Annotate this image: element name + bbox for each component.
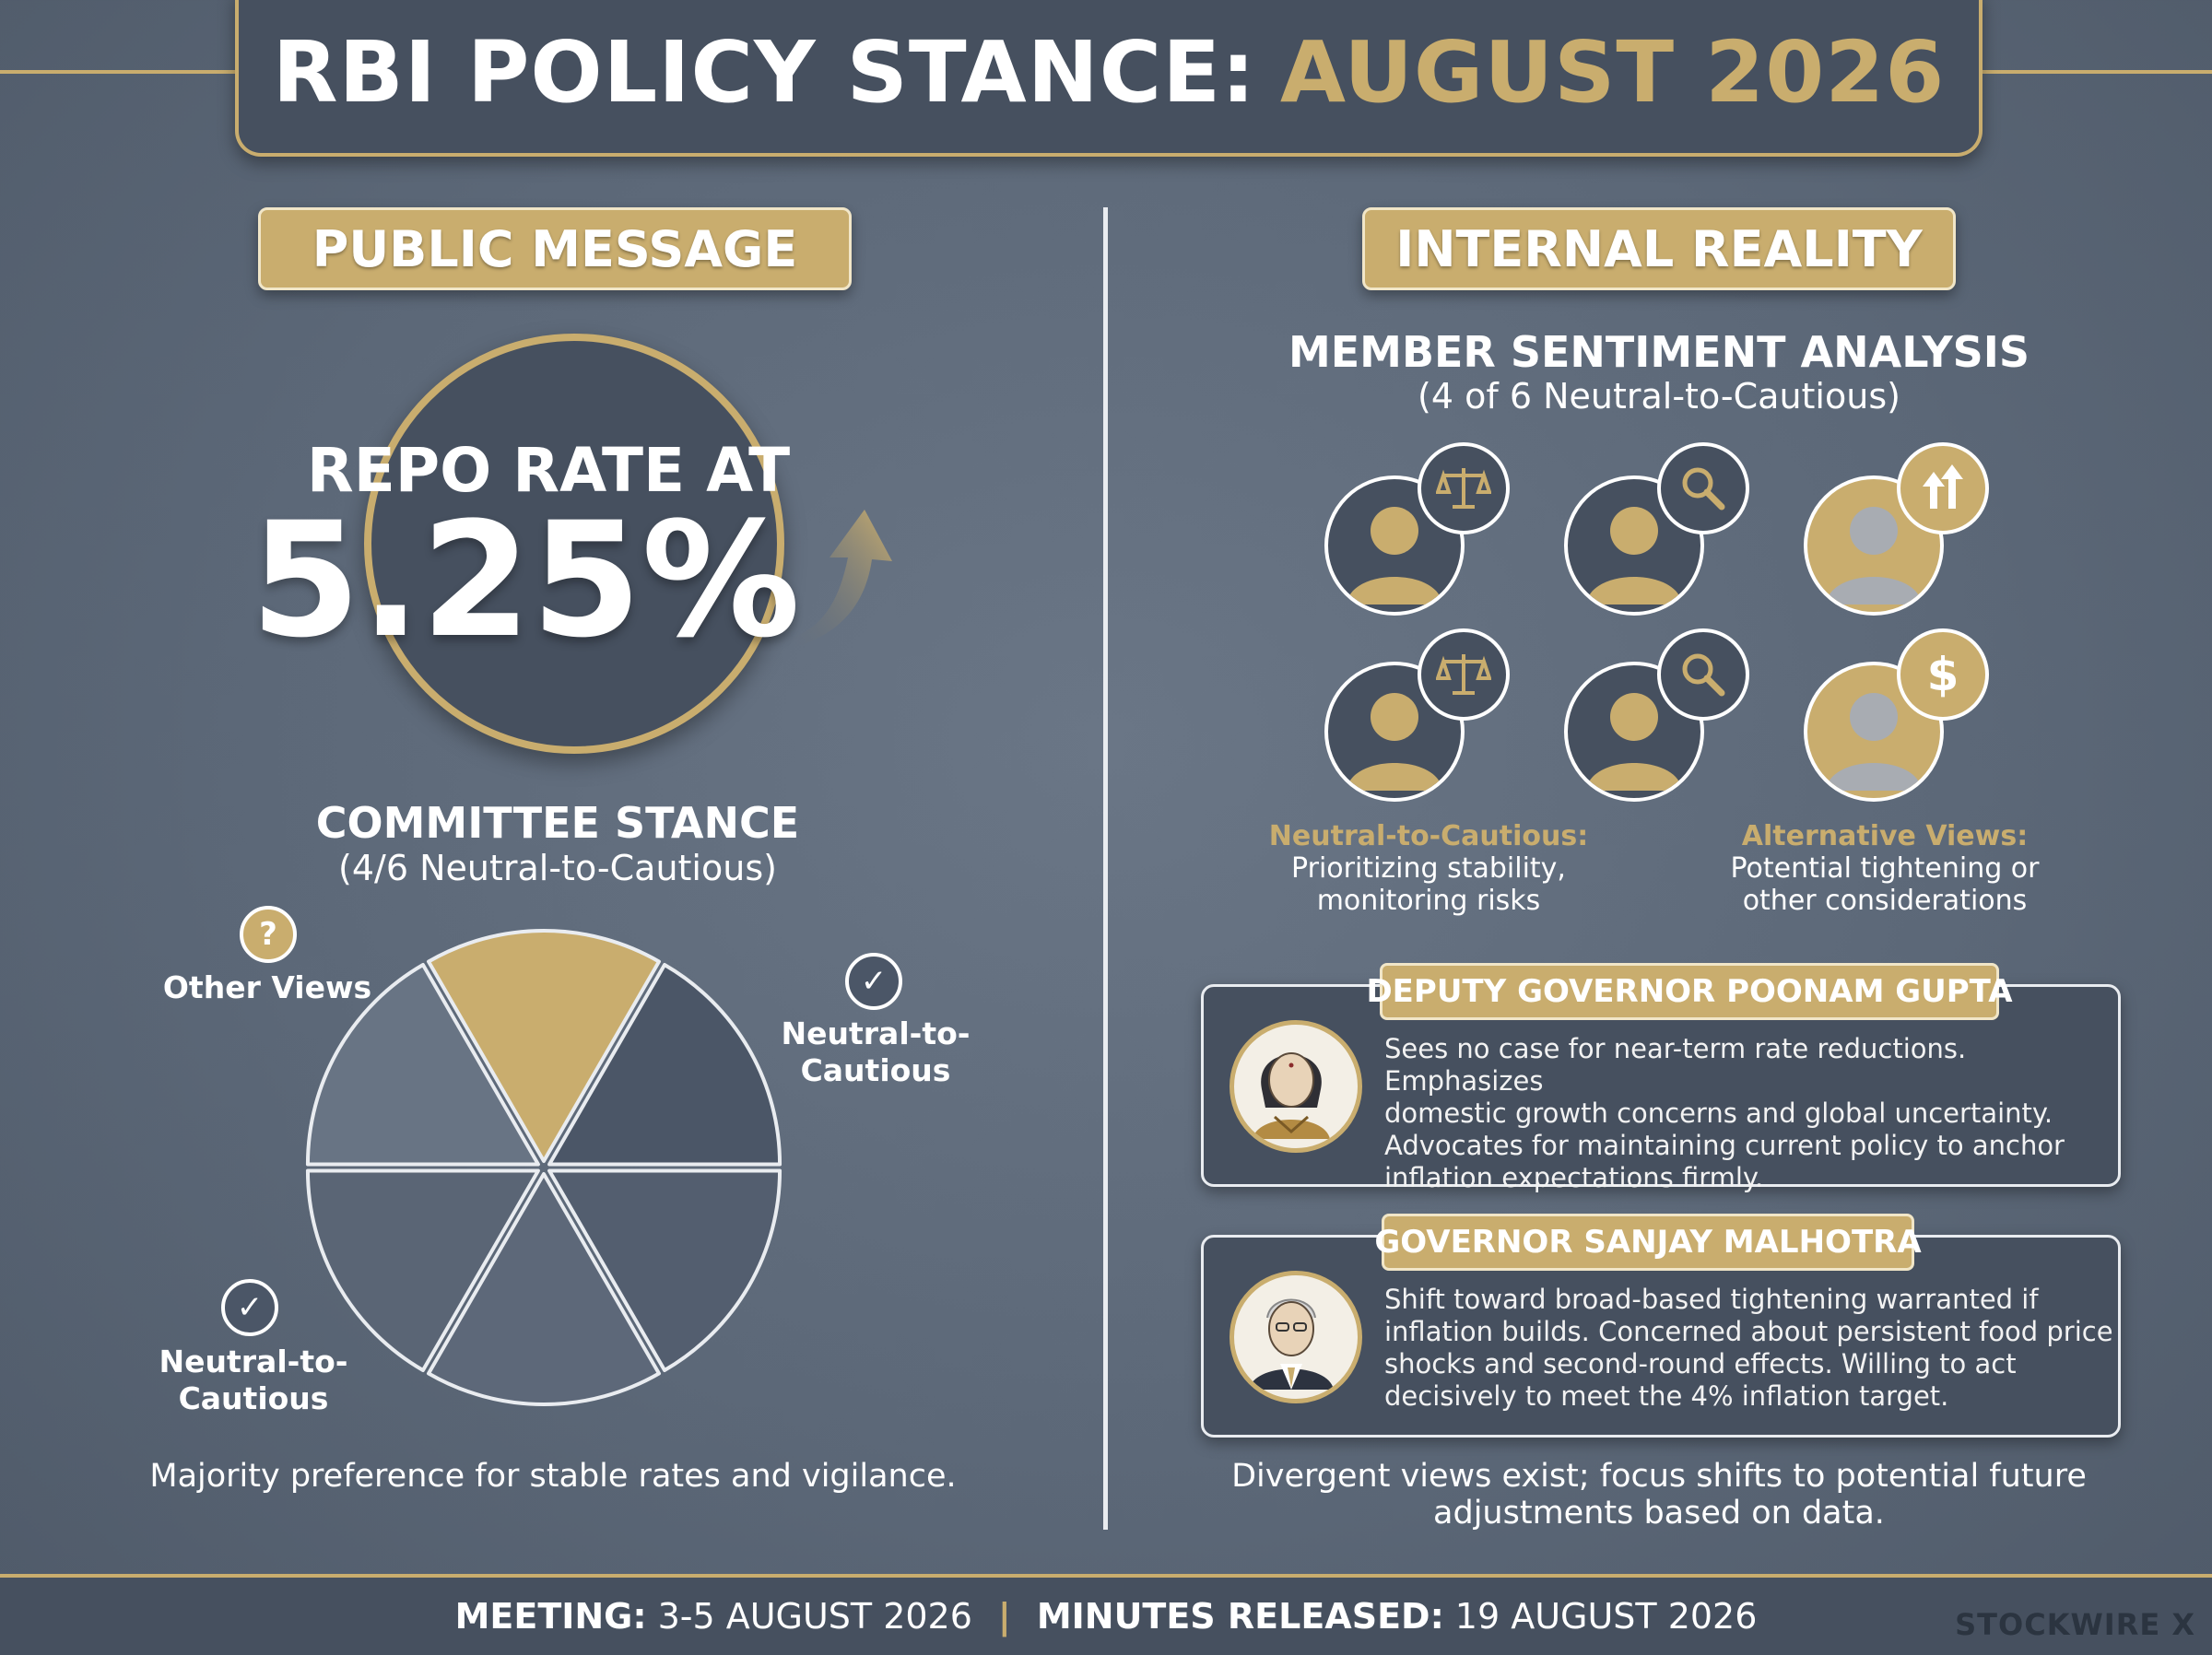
brand-logo: STOCKWIRE X xyxy=(1955,1607,2195,1642)
legend-neutral-title: Neutral-to-Cautious: xyxy=(1268,820,1589,852)
legend-alternative-title: Alternative Views: xyxy=(1741,820,2029,852)
magnifier-icon xyxy=(1657,628,1749,721)
title-accent: AUGUST 2026 xyxy=(1279,22,1946,122)
meeting-value: 3-5 AUGUST 2026 xyxy=(657,1596,972,1637)
legend-alternative: Alternative Views: Potential tightening … xyxy=(1677,820,2092,917)
committee-stance-subtitle: (4/6 Neutral-to-Cautious) xyxy=(338,848,777,888)
footer-separator: | xyxy=(997,1596,1011,1637)
title-main: RBI POLICY STANCE: xyxy=(272,22,1256,122)
legend-neutral: Neutral-to-Cautious: Prioritizing stabil… xyxy=(1226,820,1631,917)
legend-alternative-line2: other considerations xyxy=(1742,885,2028,917)
check-icon: ✓ xyxy=(845,953,902,1010)
pie-label-neutral-left-line1: Neutral-to- xyxy=(159,1344,348,1379)
page-title: RBI POLICY STANCE: AUGUST 2026 xyxy=(235,0,1983,157)
poonam-gupta-text: Sees no case for near-term rate reductio… xyxy=(1384,1033,2118,1194)
header-rule-right xyxy=(1972,70,2212,74)
poonam-gupta-portrait xyxy=(1230,1020,1362,1153)
repo-rate-circle xyxy=(364,334,784,754)
right-footer-note-line2: adjustments based on data. xyxy=(1433,1495,1885,1532)
poonam-gupta-title: DEPUTY GOVERNOR POONAM GUPTA xyxy=(1366,963,2013,1020)
pie-slice xyxy=(547,1168,782,1373)
dollar-icon: $ xyxy=(1897,628,1989,721)
pie-label-neutral-right-line2: Cautious xyxy=(800,1052,951,1088)
right-footer-note: Divergent views exist; focus shifts to p… xyxy=(1207,1458,2111,1532)
card-text-line: domestic growth concerns and global unce… xyxy=(1384,1097,2053,1129)
pie-label-neutral-right-line1: Neutral-to- xyxy=(781,1015,971,1051)
card-text-line: Sees no case for near-term rate reductio… xyxy=(1384,1033,1967,1097)
sanjay-malhotra-title: GOVERNOR SANJAY MALHOTRA xyxy=(1374,1214,1922,1271)
member-avatar-neutral xyxy=(1564,475,1704,616)
legend-neutral-line1: Prioritizing stability, xyxy=(1291,852,1566,885)
repo-rate-label: REPO RATE AT xyxy=(306,435,791,506)
pie-label-neutral-right: Neutral-to- Cautious xyxy=(765,1015,986,1089)
legend-alternative-line1: Potential tightening or xyxy=(1730,852,2040,885)
pie-label-neutral-left: Neutral-to- Cautious xyxy=(147,1344,359,1417)
rising-arrow-icon xyxy=(783,510,892,650)
card-text-line: inflation builds. Concerned about persis… xyxy=(1384,1316,2113,1347)
sentiment-title: MEMBER SENTIMENT ANALYSIS xyxy=(1288,327,2030,377)
pie-slice xyxy=(427,929,661,1163)
minutes-label: MINUTES RELEASED: xyxy=(1036,1596,1444,1637)
card-text-line: Advocates for maintaining current policy… xyxy=(1384,1130,2065,1161)
pie-slice xyxy=(305,1168,540,1373)
public-message-tag: PUBLIC MESSAGE xyxy=(258,207,852,290)
column-divider xyxy=(1103,207,1108,1530)
left-footer-note: Majority preference for stable rates and… xyxy=(149,1458,957,1495)
card-text-line: inflation expectations firmly. xyxy=(1384,1162,1764,1193)
pie-slice xyxy=(547,962,782,1167)
card-text-line: Shift toward broad-based tightening warr… xyxy=(1384,1284,2039,1315)
up-arrows-icon xyxy=(1897,442,1989,534)
committee-pie-chart xyxy=(305,929,782,1406)
sentiment-subtitle: (4 of 6 Neutral-to-Cautious) xyxy=(1418,376,1900,417)
magnifier-icon xyxy=(1657,442,1749,534)
question-icon: ? xyxy=(240,906,297,963)
pie-label-other-views: Other Views xyxy=(162,969,372,1005)
card-text-line: decisively to meet the 4% inflation targ… xyxy=(1384,1380,1949,1412)
pie-label-neutral-left-line2: Cautious xyxy=(178,1380,329,1416)
check-icon: ✓ xyxy=(221,1279,278,1336)
meeting-label: MEETING: xyxy=(454,1596,647,1637)
pie-slice xyxy=(305,962,540,1167)
scales-icon xyxy=(1418,442,1510,534)
committee-stance-title: COMMITTEE STANCE xyxy=(315,798,800,848)
sanjay-malhotra-text: Shift toward broad-based tightening warr… xyxy=(1384,1284,2113,1413)
legend-neutral-line2: monitoring risks xyxy=(1316,885,1541,917)
footer-bar: MEETING: 3-5 AUGUST 2026 | MINUTES RELEA… xyxy=(0,1574,2212,1655)
pie-slice xyxy=(427,1172,661,1406)
internal-reality-tag: INTERNAL REALITY xyxy=(1362,207,1956,290)
card-text-line: shocks and second-round effects. Willing… xyxy=(1384,1348,2017,1379)
sanjay-malhotra-portrait xyxy=(1230,1271,1362,1403)
right-footer-note-line1: Divergent views exist; focus shifts to p… xyxy=(1231,1458,2087,1495)
header-rule-left xyxy=(0,70,240,74)
scales-icon xyxy=(1418,628,1510,721)
repo-rate-value: 5.25% xyxy=(250,487,801,673)
minutes-value: 19 AUGUST 2026 xyxy=(1454,1596,1758,1637)
